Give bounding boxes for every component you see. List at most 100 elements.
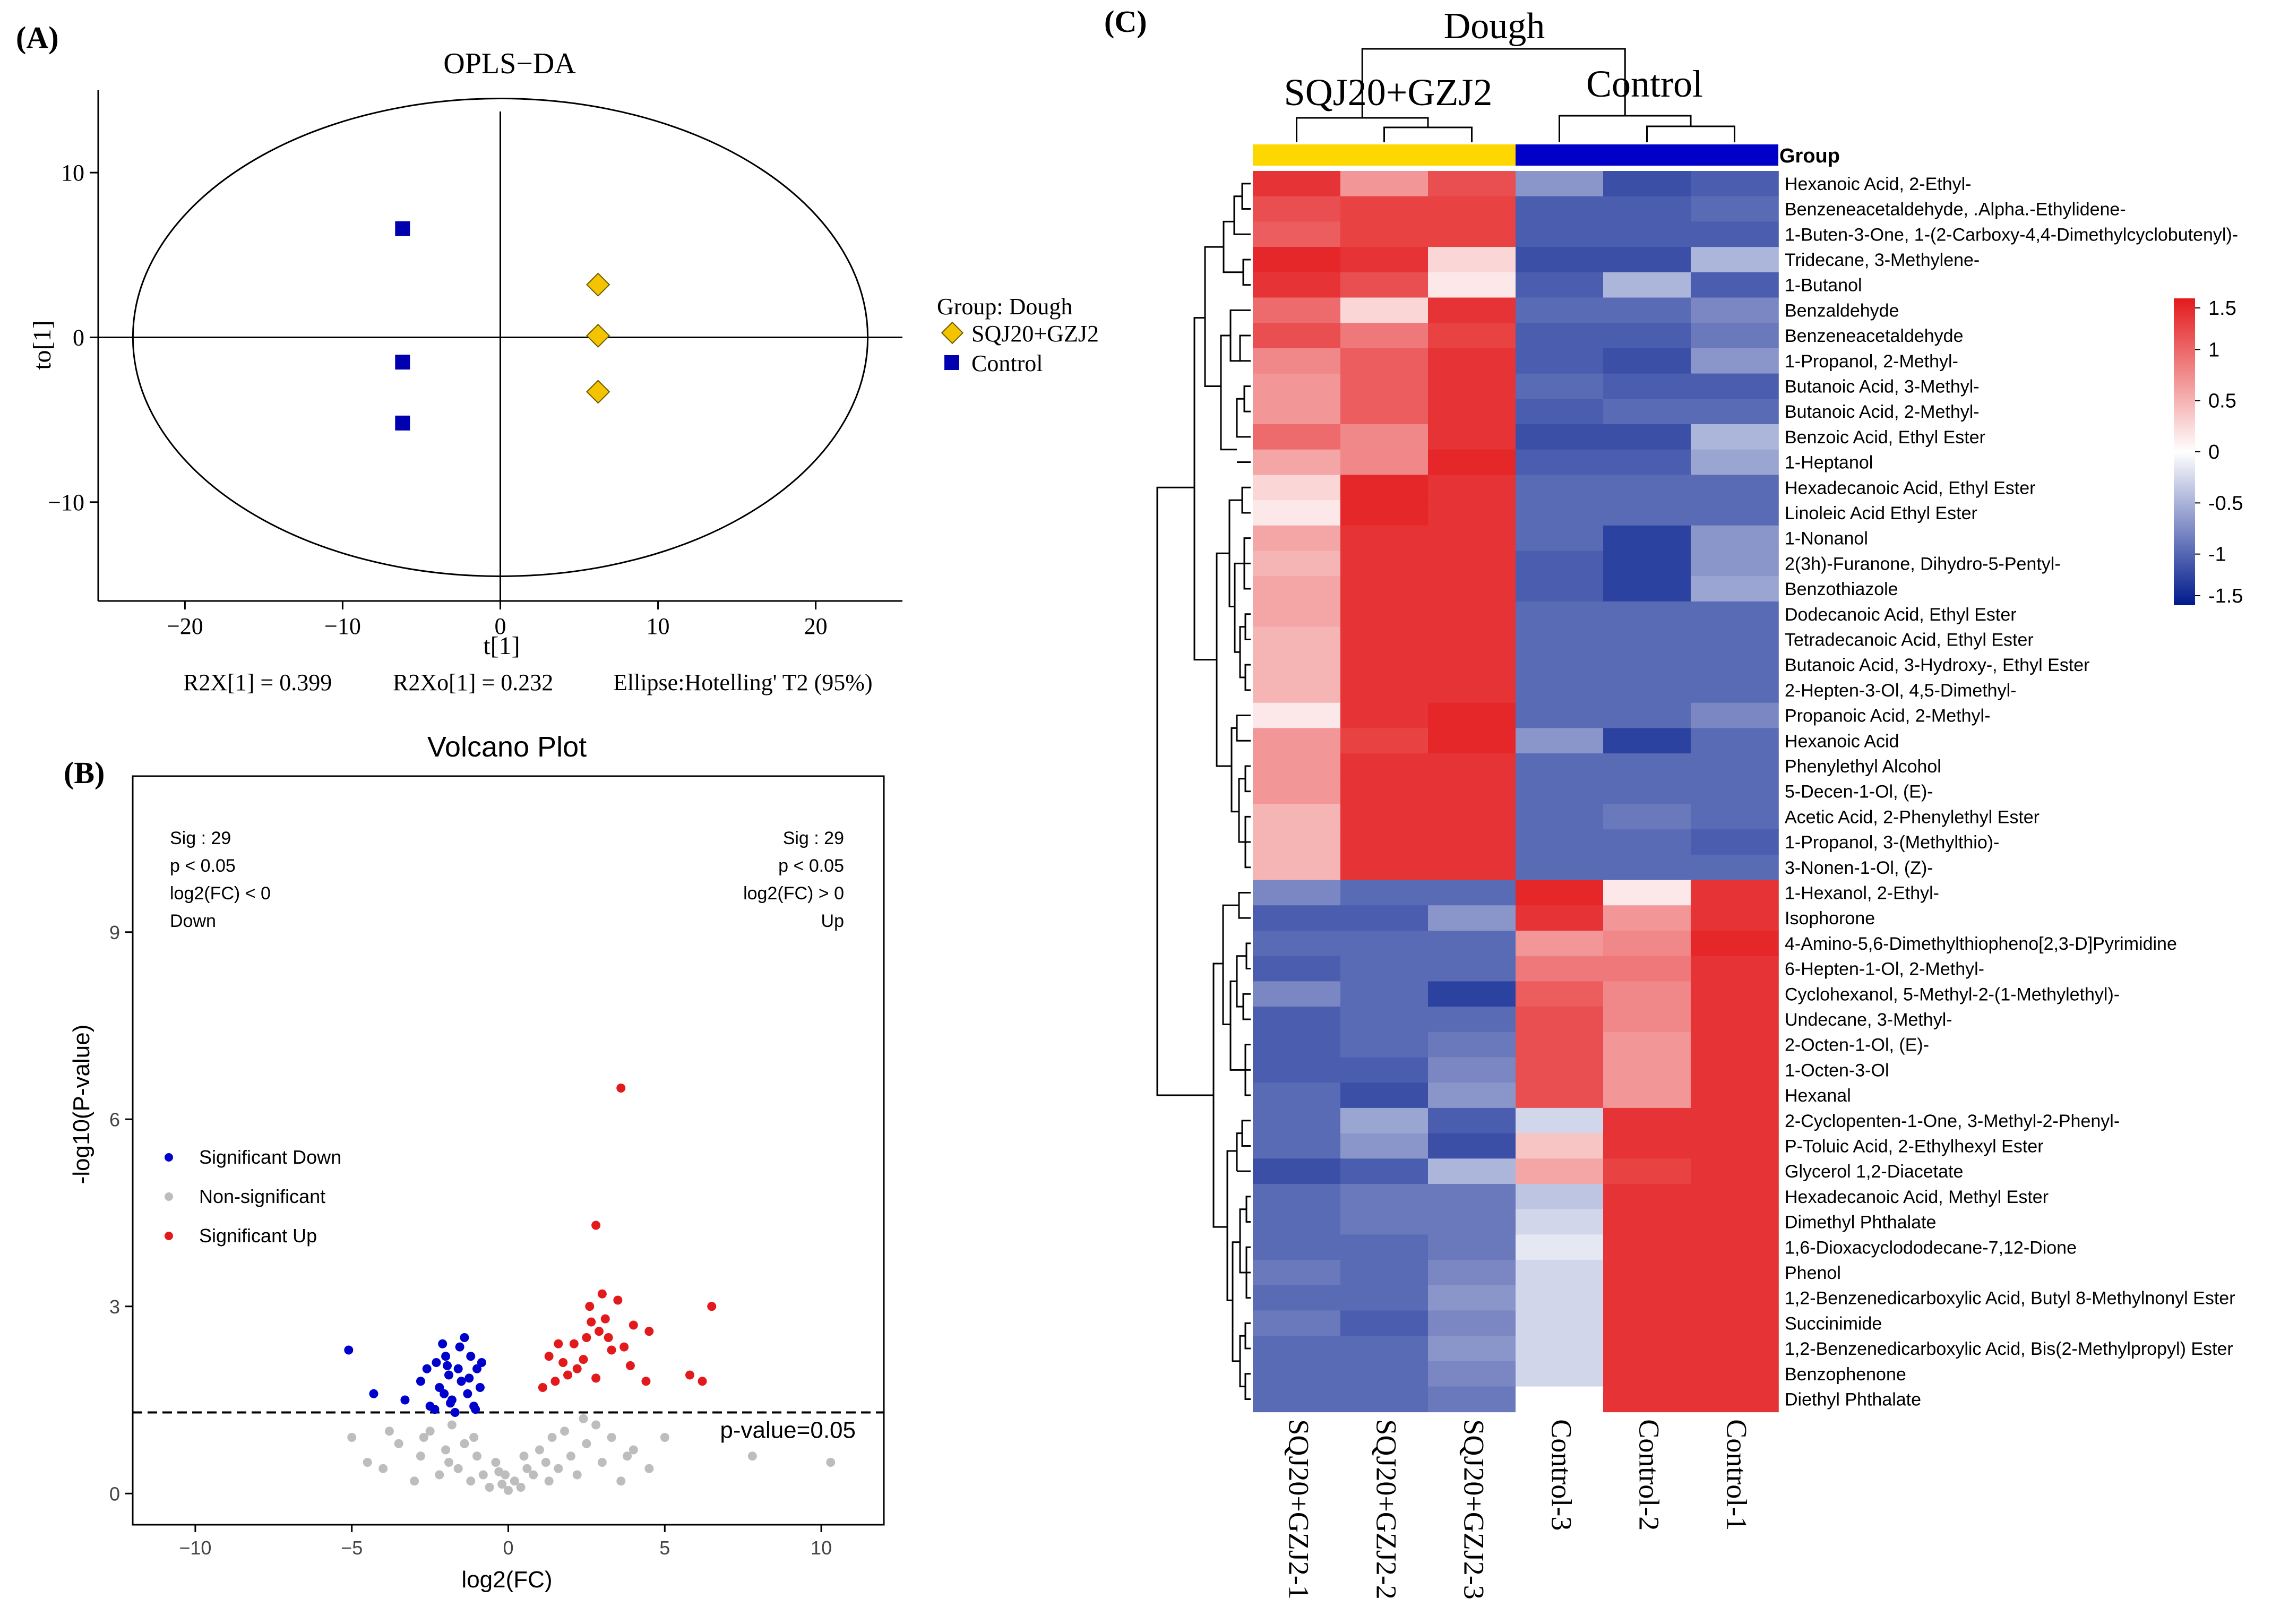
row-dendrogram-branch [1243, 385, 1251, 413]
heatmap-cell [1428, 1336, 1516, 1362]
heatmap-cell [1691, 753, 1779, 779]
heatmap-cell [1516, 1057, 1604, 1083]
heatmap-cell [1428, 449, 1516, 476]
heatmap-cell [1253, 348, 1341, 374]
heatmap-cell [1428, 601, 1516, 628]
heatmap-cell [1691, 449, 1779, 476]
row-dendrogram-branch [1245, 1196, 1251, 1223]
legend-non-sig: Non-significant [199, 1185, 325, 1207]
volcano-point [441, 1352, 451, 1361]
volcano-point [566, 1451, 575, 1461]
heatmap-cell [1340, 525, 1429, 552]
volcano-point [435, 1383, 444, 1392]
volcano-point [563, 1370, 573, 1380]
color-scale-tick-label: -1 [2208, 544, 2226, 566]
heatmap-cell [1516, 1082, 1604, 1109]
row-dendrogram-branch [1238, 778, 1245, 843]
heatmap-cell [1253, 297, 1341, 323]
panel-label-b: (B) [64, 755, 105, 790]
heatmap-cell [1253, 272, 1341, 298]
heatmap-cell [1340, 1082, 1429, 1109]
heatmap-row-label: Tetradecanoic Acid, Ethyl Ester [1785, 630, 2034, 650]
heatmap-cell [1516, 272, 1604, 298]
heatmap-cell [1603, 424, 1691, 450]
opls-footer-r2x: R2X[1] = 0.399 [183, 669, 332, 695]
heatmap-cell [1691, 905, 1779, 931]
heatmap-cell [1428, 753, 1516, 779]
heatmap-cell [1428, 1057, 1516, 1083]
volcano-point [547, 1433, 557, 1442]
volcano-point [363, 1458, 372, 1467]
heatmap-cell [1253, 753, 1341, 779]
heatmap-cell [1340, 880, 1429, 906]
heatmap-cell [1691, 601, 1779, 628]
heatmap-cell [1603, 221, 1691, 247]
heatmap-cell [1691, 475, 1779, 501]
heatmap-cell [1428, 1158, 1516, 1184]
heatmap-row-label: 1-Octen-3-Ol [1785, 1060, 1889, 1080]
row-dendrogram-branch [1232, 1241, 1240, 1362]
volcano-point [582, 1439, 591, 1448]
heatmap-cell [1340, 449, 1429, 476]
heatmap-cell [1691, 1032, 1779, 1058]
heatmap-row-label: 1-Propanol, 3-(Methylthio)- [1785, 832, 1999, 853]
heatmap-cell [1253, 626, 1341, 653]
heatmap-cell [1516, 247, 1604, 273]
annot-down-label: Down [170, 911, 216, 931]
volcano-point [619, 1342, 629, 1352]
row-dendrogram-branch [1226, 1150, 1237, 1301]
pvalue-threshold-label: p-value=0.05 [720, 1417, 856, 1443]
heatmap-row-label: Phenol [1785, 1263, 1841, 1283]
volcano-point [455, 1342, 464, 1352]
heatmap-cell [1516, 1234, 1604, 1260]
heatmap-cell [1428, 1082, 1516, 1109]
heatmap-cell [1691, 1336, 1779, 1362]
heatmap-row-label: Hexadecanoic Acid, Ethyl Ester [1785, 478, 2035, 498]
heatmap-cell [1253, 981, 1341, 1007]
volcano-point [600, 1314, 610, 1324]
heatmap-cell [1603, 1285, 1691, 1311]
heatmap-row-label: Benzeneacetaldehyde, .Alpha.-Ethylidene- [1785, 200, 2126, 220]
heatmap-row-label: P-Toluic Acid, 2-Ethylhexyl Ester [1785, 1136, 2044, 1156]
row-dendrogram-branch [1244, 1373, 1251, 1400]
volcano-point [707, 1302, 717, 1311]
row-dendrogram-branch [1233, 195, 1251, 235]
column-dendrogram-branch [1559, 115, 1692, 142]
row-dendrogram-branch [1238, 891, 1251, 919]
row-dendrogram-branch [1244, 613, 1251, 640]
volcano-point [604, 1333, 613, 1342]
volcano-point [544, 1352, 554, 1361]
heatmap-cell [1691, 500, 1779, 526]
heatmap-cell [1253, 1184, 1341, 1210]
heatmap-row-label: Benzothiazole [1785, 579, 1898, 599]
heatmap-cell [1253, 475, 1341, 501]
heatmap-cell [1691, 1184, 1779, 1210]
volcano-x-tick-label: −5 [341, 1537, 363, 1559]
volcano-point [516, 1483, 526, 1492]
heatmap-cell [1340, 677, 1429, 703]
heatmap-cell [1516, 1184, 1604, 1210]
heatmap-cell [1691, 854, 1779, 881]
row-dendrogram [1156, 183, 1251, 1400]
column-dendrogram [1296, 48, 1735, 142]
heatmap-row-label: Cyclohexanol, 5-Methyl-2-(1-Methylethyl)… [1785, 984, 2120, 1004]
volcano-x-tick-label: 10 [811, 1537, 832, 1559]
heatmap-cell [1340, 221, 1429, 247]
heatmap-cell [1603, 348, 1691, 374]
volcano-point [558, 1358, 568, 1367]
heatmap-cell [1253, 1260, 1341, 1286]
color-scale-bar [2174, 298, 2195, 605]
heatmap-cell [1691, 1386, 1779, 1413]
heatmap-cell [1516, 1107, 1604, 1134]
heatmap-cell [1603, 1310, 1691, 1336]
heatmap-cell [1428, 525, 1516, 552]
volcano-point [422, 1364, 432, 1373]
annot-down-sig: Sig : 29 [170, 828, 231, 848]
volcano-point [554, 1339, 563, 1348]
color-scale-tick-label: -1.5 [2208, 585, 2243, 607]
volcano-point [538, 1383, 547, 1392]
heatmap-cell [1516, 1260, 1604, 1286]
heatmap-cell [1516, 829, 1604, 855]
group-bar-segment [1516, 144, 1778, 166]
heatmap-row-label: 2-Hepten-3-Ol, 4,5-Dimethyl- [1785, 681, 2016, 701]
